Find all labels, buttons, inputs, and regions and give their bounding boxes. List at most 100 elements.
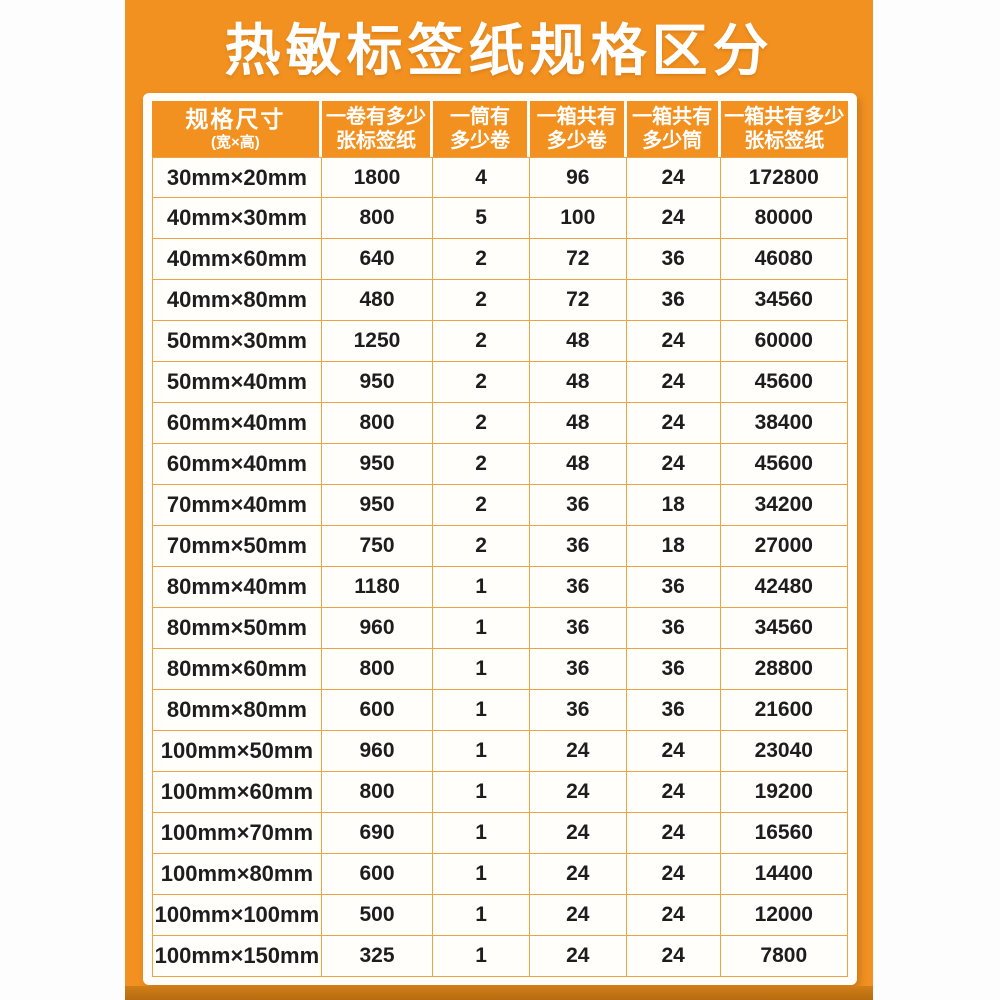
value-cell: 45600 bbox=[720, 362, 848, 403]
value-cell: 34200 bbox=[720, 485, 848, 526]
value-cell: 14400 bbox=[720, 854, 848, 895]
value-cell: 1250 bbox=[321, 321, 434, 362]
value-cell: 325 bbox=[321, 936, 434, 977]
size-cell: 40mm×60mm bbox=[152, 239, 322, 280]
value-cell: 640 bbox=[321, 239, 434, 280]
size-cell: 80mm×50mm bbox=[152, 608, 322, 649]
value-cell: 24 bbox=[529, 731, 627, 772]
value-cell: 24 bbox=[626, 772, 721, 813]
value-cell: 36 bbox=[626, 649, 721, 690]
value-cell: 36 bbox=[626, 690, 721, 731]
value-cell: 24 bbox=[529, 813, 627, 854]
value-cell: 48 bbox=[529, 403, 627, 444]
value-cell: 24 bbox=[626, 321, 721, 362]
value-cell: 800 bbox=[321, 649, 434, 690]
size-cell: 100mm×60mm bbox=[152, 772, 322, 813]
header-line-1: 一卷有多少 bbox=[325, 106, 426, 128]
value-cell: 600 bbox=[321, 690, 434, 731]
table-panel: 规格尺寸 (宽×高) 一卷有多少 张标签纸 一筒有 多少卷 一箱共有 多少卷 一箱共有 多少筒 一箱… bbox=[143, 93, 857, 985]
value-cell: 4 bbox=[433, 157, 530, 198]
value-cell: 38400 bbox=[720, 403, 848, 444]
size-cell: 60mm×40mm bbox=[152, 403, 322, 444]
size-cell: 100mm×100mm bbox=[152, 895, 322, 936]
value-cell: 1 bbox=[433, 649, 530, 690]
value-cell: 36 bbox=[529, 485, 627, 526]
poster-title: 热敏标签纸规格区分 bbox=[224, 19, 774, 82]
value-cell: 45600 bbox=[720, 444, 848, 485]
value-cell: 800 bbox=[321, 772, 434, 813]
size-cell: 80mm×80mm bbox=[152, 690, 322, 731]
value-cell: 18 bbox=[626, 526, 721, 567]
value-cell: 60000 bbox=[720, 321, 848, 362]
value-cell: 1 bbox=[433, 608, 530, 649]
value-cell: 24 bbox=[529, 936, 627, 977]
size-cell: 50mm×40mm bbox=[152, 362, 322, 403]
value-cell: 800 bbox=[321, 198, 434, 239]
value-cell: 950 bbox=[321, 444, 434, 485]
value-cell: 34560 bbox=[720, 608, 848, 649]
value-cell: 24 bbox=[626, 157, 721, 198]
value-cell: 12000 bbox=[720, 895, 848, 936]
header-line-2: 多少卷 bbox=[546, 130, 607, 152]
value-cell: 800 bbox=[321, 403, 434, 444]
value-cell: 1 bbox=[433, 772, 530, 813]
header-line-1: 一箱共有多少 bbox=[724, 106, 845, 128]
value-cell: 24 bbox=[626, 731, 721, 772]
header-line-2: 多少卷 bbox=[450, 130, 511, 152]
table-header-cell: 一箱共有 多少卷 bbox=[529, 101, 627, 157]
value-cell: 24 bbox=[626, 444, 721, 485]
size-cell: 30mm×20mm bbox=[152, 157, 322, 198]
value-cell: 24 bbox=[626, 854, 721, 895]
value-cell: 24 bbox=[626, 403, 721, 444]
value-cell: 960 bbox=[321, 608, 434, 649]
value-cell: 7800 bbox=[720, 936, 848, 977]
value-cell: 2 bbox=[433, 239, 530, 280]
value-cell: 2 bbox=[433, 526, 530, 567]
value-cell: 1 bbox=[433, 854, 530, 895]
value-cell: 46080 bbox=[720, 239, 848, 280]
value-cell: 36 bbox=[529, 649, 627, 690]
value-cell: 21600 bbox=[720, 690, 848, 731]
value-cell: 480 bbox=[321, 280, 434, 321]
value-cell: 16560 bbox=[720, 813, 848, 854]
value-cell: 48 bbox=[529, 321, 627, 362]
value-cell: 36 bbox=[529, 567, 627, 608]
size-cell: 40mm×80mm bbox=[152, 280, 322, 321]
value-cell: 36 bbox=[529, 608, 627, 649]
size-cell: 50mm×30mm bbox=[152, 321, 322, 362]
table-header-cell: 一箱共有 多少筒 bbox=[626, 101, 721, 157]
value-cell: 42480 bbox=[720, 567, 848, 608]
value-cell: 2 bbox=[433, 444, 530, 485]
size-cell: 100mm×50mm bbox=[152, 731, 322, 772]
value-cell: 960 bbox=[321, 731, 434, 772]
value-cell: 5 bbox=[433, 198, 530, 239]
value-cell: 72 bbox=[529, 280, 627, 321]
spec-table: 规格尺寸 (宽×高) 一卷有多少 张标签纸 一筒有 多少卷 一箱共有 多少卷 一箱共有 多少筒 一箱… bbox=[152, 101, 848, 977]
value-cell: 36 bbox=[626, 280, 721, 321]
value-cell: 1 bbox=[433, 895, 530, 936]
value-cell: 1 bbox=[433, 567, 530, 608]
value-cell: 36 bbox=[626, 239, 721, 280]
value-cell: 100 bbox=[529, 198, 627, 239]
value-cell: 80000 bbox=[720, 198, 848, 239]
value-cell: 600 bbox=[321, 854, 434, 895]
value-cell: 1180 bbox=[321, 567, 434, 608]
value-cell: 34560 bbox=[720, 280, 848, 321]
value-cell: 36 bbox=[626, 567, 721, 608]
value-cell: 1 bbox=[433, 731, 530, 772]
value-cell: 28800 bbox=[720, 649, 848, 690]
value-cell: 23040 bbox=[720, 731, 848, 772]
size-cell: 100mm×80mm bbox=[152, 854, 322, 895]
value-cell: 48 bbox=[529, 362, 627, 403]
value-cell: 1 bbox=[433, 813, 530, 854]
value-cell: 24 bbox=[529, 895, 627, 936]
value-cell: 2 bbox=[433, 403, 530, 444]
value-cell: 24 bbox=[626, 936, 721, 977]
value-cell: 36 bbox=[529, 526, 627, 567]
value-cell: 48 bbox=[529, 444, 627, 485]
size-cell: 100mm×150mm bbox=[152, 936, 322, 977]
value-cell: 24 bbox=[626, 362, 721, 403]
table-header-cell: 一箱共有多少 张标签纸 bbox=[720, 101, 848, 157]
value-cell: 2 bbox=[433, 280, 530, 321]
